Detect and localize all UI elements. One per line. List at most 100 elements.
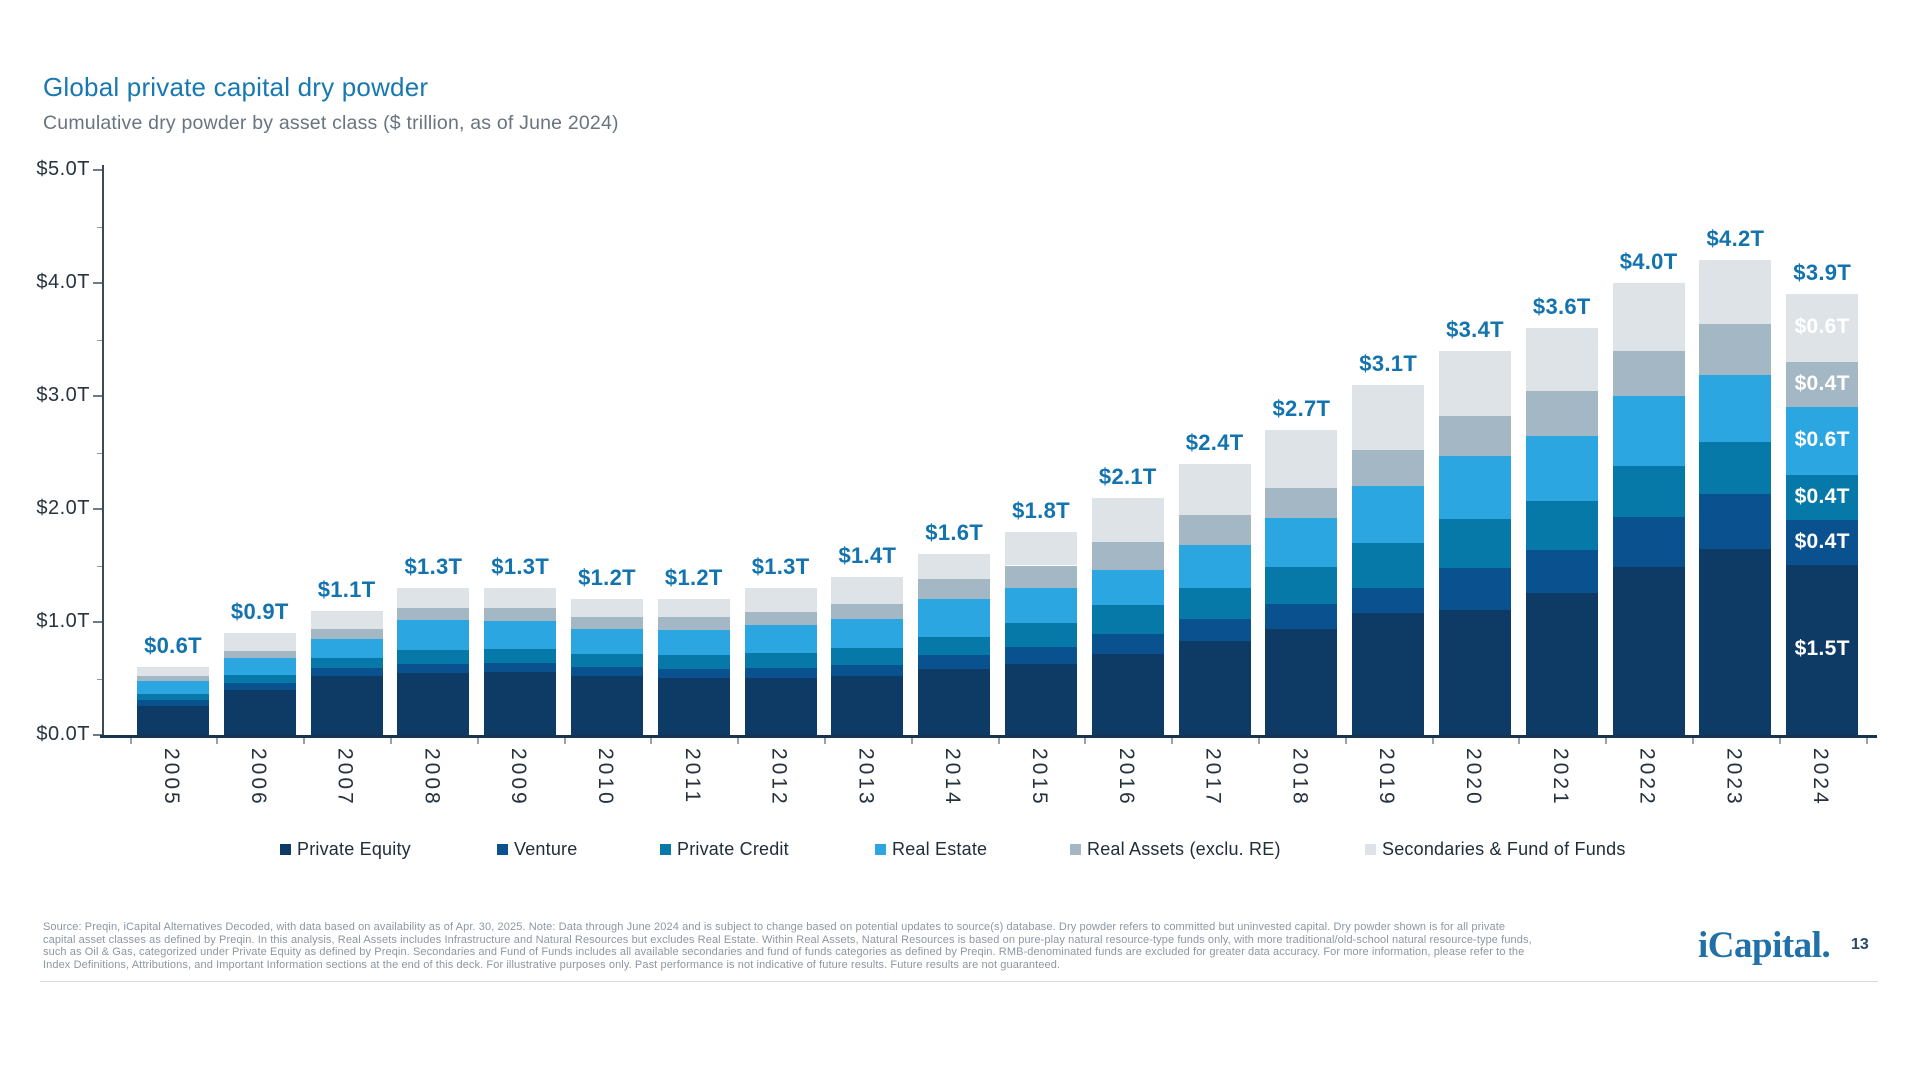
- bar-segment-secondaries-fund-of-funds-2007: [310, 610, 383, 629]
- bar-2017: [1178, 463, 1251, 735]
- x-axis-label-2011: 2011: [680, 748, 704, 806]
- footer-divider: [40, 981, 1878, 982]
- bar-segment-real-assets-exclu-re--2019: [1352, 450, 1425, 487]
- bar-2009: [484, 588, 557, 735]
- bar-segment-real-estate-2015: [1005, 588, 1077, 624]
- bar-segment-private-credit-2020: [1439, 519, 1511, 568]
- bar-segment-real-assets-exclu-re--2012: [744, 611, 817, 626]
- bar-segment-real-estate-2007: [310, 638, 383, 659]
- bar-segment-real-estate-2006: [223, 658, 296, 676]
- bar-segment-real-assets-exclu-re--2009: [484, 608, 557, 621]
- y-axis-label: $2.0T: [36, 497, 90, 519]
- x-axis-label-2012: 2012: [767, 748, 791, 807]
- bar-segment-private-credit-2014: [918, 636, 991, 655]
- bar-segment-private-equity-2015: [1005, 663, 1077, 735]
- bar-segment-venture-2019: [1352, 588, 1425, 613]
- x-axis-tick: [910, 738, 913, 744]
- bar-2016: [1091, 497, 1164, 735]
- bar-segment-secondaries-fund-of-funds-2006: [223, 633, 296, 652]
- x-axis-label-2016: 2016: [1114, 748, 1138, 807]
- bar-segment-private-equity-2005: [137, 705, 209, 735]
- bar-segment-private-credit-2019: [1352, 542, 1425, 589]
- bar-total-label-2016: $2.1T: [1098, 463, 1157, 489]
- bar-segment-venture-2014: [918, 654, 991, 670]
- bar-segment-real-assets-exclu-re--2024: [1786, 362, 1859, 408]
- x-axis-tick: [1171, 738, 1174, 744]
- bar-segment-private-credit-2015: [1005, 623, 1077, 647]
- bar-total-label-2023: $4.2T: [1706, 226, 1765, 252]
- bar-segment-private-credit-2017: [1178, 588, 1251, 619]
- page-subtitle: Cumulative dry powder by asset class ($ …: [43, 112, 619, 134]
- bar-segment-venture-2021: [1525, 549, 1598, 593]
- bar-total-label-2024: $3.9T: [1793, 260, 1852, 286]
- bar-segment-secondaries-fund-of-funds-2010: [571, 599, 643, 618]
- bar-segment-private-credit-2022: [1612, 466, 1685, 517]
- bar-segment-private-equity-2010: [571, 676, 643, 735]
- x-axis-label-2018: 2018: [1288, 748, 1312, 807]
- bar-segment-private-credit-2011: [657, 654, 730, 670]
- bar-segment-real-estate-2023: [1699, 374, 1772, 443]
- bar-segment-secondaries-fund-of-funds-2022: [1612, 283, 1685, 351]
- y-axis-label: $5.0T: [36, 158, 90, 180]
- x-axis-label-2005: 2005: [160, 748, 183, 807]
- bar-segment-venture-2009: [484, 662, 557, 672]
- legend-item-real-estate: Real Estate: [875, 839, 987, 859]
- bar-segment-real-assets-exclu-re--2008: [397, 608, 470, 620]
- page-number: 13: [1851, 936, 1869, 953]
- bar-segment-secondaries-fund-of-funds-2018: [1265, 429, 1338, 488]
- y-axis-minor-tick: [97, 226, 102, 228]
- bar-segment-venture-2006: [223, 683, 296, 690]
- x-axis-tick: [1084, 738, 1087, 744]
- y-axis-tick: [93, 169, 102, 171]
- bar-segment-private-credit-2013: [831, 648, 904, 665]
- bar-segment-venture-2018: [1265, 603, 1338, 629]
- x-axis-tick: [1778, 738, 1781, 744]
- legend-item-venture: Venture: [497, 839, 577, 859]
- x-axis-tick: [1258, 738, 1260, 744]
- bar-segment-private-equity-2011: [657, 678, 730, 735]
- x-axis-tick: [737, 738, 740, 744]
- bar-2020: [1439, 350, 1511, 735]
- bar-total-label-2019: $3.1T: [1359, 350, 1418, 376]
- bar-total-label-2018: $2.7T: [1272, 395, 1331, 421]
- x-axis-tick: [1605, 738, 1608, 744]
- y-axis-minor-tick: [97, 565, 102, 567]
- bar-segment-real-estate-2018: [1265, 518, 1338, 567]
- x-axis-tick: [1344, 738, 1347, 744]
- legend-item-private-credit: Private Credit: [660, 839, 789, 859]
- bar-2005: [137, 667, 209, 735]
- y-axis-label: $3.0T: [36, 384, 90, 406]
- bar-segment-real-estate-2024: [1786, 407, 1859, 476]
- bar-2013: [831, 576, 904, 735]
- legend-label: Real Assets (exclu. RE): [1087, 838, 1281, 859]
- bar-total-label-2021: $3.6T: [1532, 294, 1591, 320]
- bar-segment-private-credit-2016: [1091, 605, 1164, 635]
- x-axis-label-2021: 2021: [1548, 748, 1572, 807]
- bar-segment-real-assets-exclu-re--2005: [137, 676, 209, 681]
- y-axis-minor-tick: [97, 452, 102, 454]
- page-title: Global private capital dry powder: [43, 72, 429, 102]
- bar-segment-private-equity-2024: [1786, 565, 1859, 735]
- bar-segment-venture-2010: [571, 667, 643, 677]
- x-axis-tick: [824, 738, 826, 744]
- bar-segment-real-assets-exclu-re--2011: [657, 617, 730, 630]
- bar-segment-private-equity-2012: [744, 678, 817, 735]
- bar-segment-real-assets-exclu-re--2017: [1178, 514, 1251, 546]
- bar-total-label-2006: $0.9T: [230, 599, 289, 625]
- bar-2006: [223, 633, 296, 735]
- bar-segment-private-credit-2006: [223, 675, 296, 684]
- bar-segment-secondaries-fund-of-funds-2014: [918, 554, 991, 580]
- bar-total-label-2017: $2.4T: [1185, 429, 1244, 455]
- x-axis-tick: [1518, 738, 1521, 744]
- bar-segment-real-estate-2010: [571, 628, 643, 654]
- legend-item-secondaries-fund-of-funds: Secondaries & Fund of Funds: [1365, 839, 1626, 859]
- bar-segment-real-assets-exclu-re--2006: [223, 651, 296, 659]
- bar-total-label-2013: $1.4T: [838, 542, 897, 568]
- bar-total-label-2014: $1.6T: [925, 520, 984, 546]
- bar-segment-venture-2012: [744, 668, 817, 679]
- bar-segment-private-equity-2009: [484, 671, 557, 735]
- bar-total-label-2011: $1.2T: [664, 565, 723, 591]
- x-axis-tick: [303, 738, 306, 744]
- bar-segment-real-estate-2017: [1178, 545, 1251, 589]
- bar-segment-private-credit-2021: [1525, 501, 1598, 550]
